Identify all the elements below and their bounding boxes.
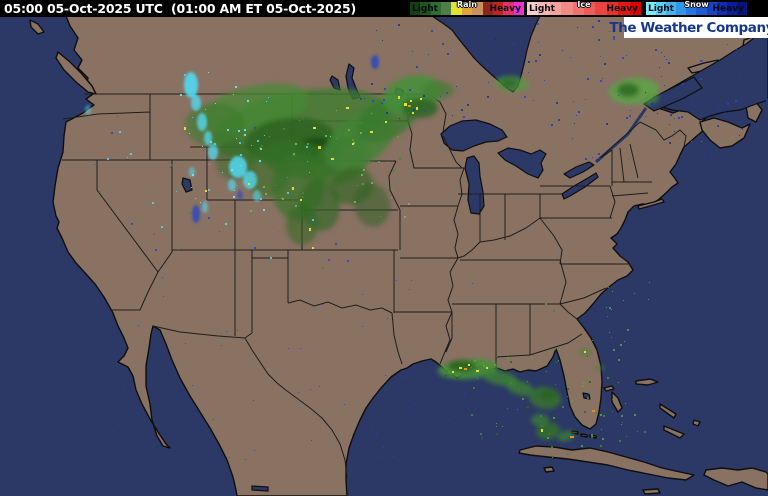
twc-logo: The Weather Company✱: [609, 17, 768, 38]
legend-color-block: [527, 2, 539, 15]
legend-color-block: [472, 2, 483, 15]
bahamas: [603, 378, 701, 439]
rain-radar-echoes: [185, 75, 660, 442]
vancouver-island: [55, 51, 97, 95]
legend-light-label: Light: [412, 4, 438, 14]
legend-color-block: [726, 2, 737, 15]
great-salt-lake: [181, 177, 193, 193]
legend-color-block: [451, 2, 462, 15]
legend-color-block: [492, 2, 504, 15]
long-island: [637, 198, 665, 210]
legend-color-block: [656, 2, 667, 15]
legend-color-block: [629, 2, 642, 15]
legend-color-block: [572, 2, 585, 15]
isla-juventud: [543, 466, 555, 473]
legend-bar-rain: Rain Light Heavy: [410, 0, 524, 15]
legend-title-ice: Ice: [577, 0, 591, 9]
legend-color-block: [676, 2, 687, 15]
legend-light-label: Light: [529, 4, 555, 14]
legend-color-block: [513, 2, 524, 15]
legend-color-block: [482, 2, 493, 15]
legend-title-rain: Rain: [457, 0, 477, 9]
legend-color-block: [410, 2, 421, 15]
legend-color-block: [618, 2, 630, 15]
legend-color-block: [441, 2, 452, 15]
mexico-lake: [251, 485, 269, 492]
legend-color-block: [736, 2, 747, 15]
legend-color-block: [686, 2, 697, 15]
twc-logo-text: The Weather Company: [609, 19, 768, 36]
legend-color-block: [461, 2, 473, 15]
legend-color-block: [595, 2, 607, 15]
legend-color-block: [430, 2, 442, 15]
header-bar: 05:00 05-Oct-2025 UTC (01:00 AM ET 05-Oc…: [0, 0, 768, 17]
legend-light-label: Light: [648, 4, 674, 14]
legend-title-snow: Snow: [684, 0, 709, 9]
legend-color-block: [706, 2, 717, 15]
legend-heavy-label: Heavy: [489, 4, 521, 14]
lake-superior: [440, 119, 508, 152]
st-lawrence-estuary: [643, 76, 703, 112]
legend-color-block: [666, 2, 677, 15]
cuba: [518, 445, 695, 481]
lake-ontario: [563, 161, 595, 179]
legend-color-block: [646, 2, 657, 15]
hispaniola: [703, 467, 768, 491]
heavy-rain-specks: [184, 96, 595, 438]
legend-color-block: [538, 2, 550, 15]
legend-color-block: [606, 2, 619, 15]
legend-color-block: [549, 2, 562, 15]
haida-gwaii: [29, 19, 45, 35]
legend-heavy-label: Heavy: [606, 4, 638, 14]
legend-color-block: [584, 2, 596, 15]
timestamp: 05:00 05-Oct-2025 UTC (01:00 AM ET 05-Oc…: [4, 1, 357, 16]
legend-color-block: [561, 2, 573, 15]
legend-color-block: [716, 2, 727, 15]
lake-michigan: [464, 155, 485, 215]
legend-color-block: [420, 2, 431, 15]
legend-color-block: [696, 2, 707, 15]
jamaica: [642, 488, 661, 495]
legend-bar-snow: Snow Light Heavy: [646, 0, 747, 15]
legend-bar-ice: Ice Light Heavy: [527, 0, 642, 15]
lake-huron: [497, 147, 547, 179]
nova-scotia: [699, 117, 751, 149]
legend-heavy-label: Heavy: [712, 4, 744, 14]
legend-color-block: [503, 2, 514, 15]
